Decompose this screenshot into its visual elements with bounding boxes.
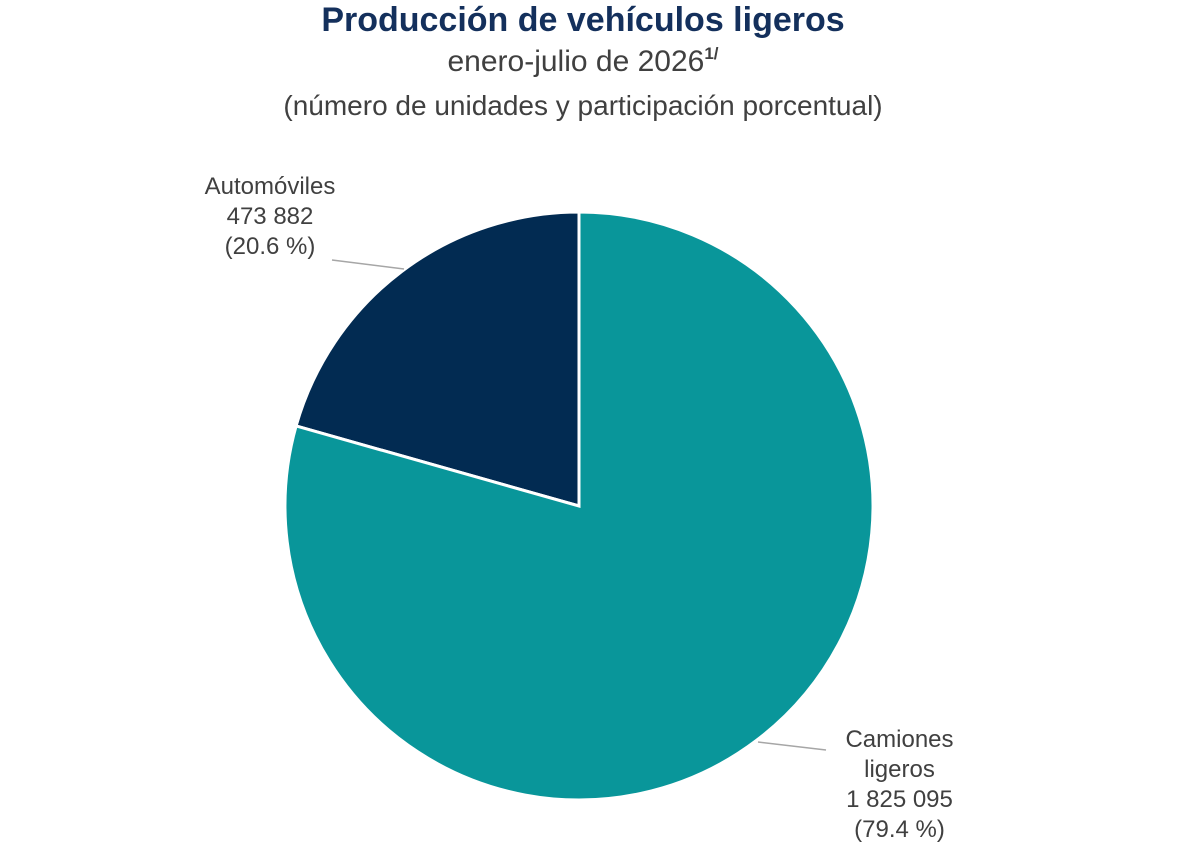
label-automoviles-name: Automóviles bbox=[204, 173, 336, 200]
label-camiones-value: 1 825 095 bbox=[846, 786, 953, 813]
leader-line-camiones-ligeros bbox=[757, 741, 827, 751]
label-camiones-ligeros: Camiones ligeros 1 825 095 (79.4 %) bbox=[812, 725, 987, 845]
slice-automoviles bbox=[294, 210, 581, 508]
label-automoviles: Automóviles 473 882 (20.6 %) bbox=[175, 172, 365, 262]
chart-subtitle: enero-julio de 20261/ bbox=[0, 42, 1166, 82]
slice-camiones-ligeros bbox=[283, 210, 875, 802]
label-automoviles-value: 473 882 bbox=[226, 203, 314, 230]
subtitle-text: enero-julio de 2026 bbox=[447, 45, 705, 78]
label-camiones-name-line2: ligeros bbox=[864, 756, 935, 783]
label-automoviles-percent: (20.6 %) bbox=[224, 233, 316, 260]
leader-line-automoviles bbox=[331, 259, 405, 270]
chart-units-note: (número de unidades y participación porc… bbox=[283, 90, 883, 121]
footnote-marker: 1/ bbox=[704, 44, 719, 63]
label-camiones-name-line1: Camiones bbox=[845, 726, 954, 753]
label-camiones-percent: (79.4 %) bbox=[854, 816, 945, 843]
chart-title: Producción de vehículos ligeros bbox=[321, 1, 845, 39]
